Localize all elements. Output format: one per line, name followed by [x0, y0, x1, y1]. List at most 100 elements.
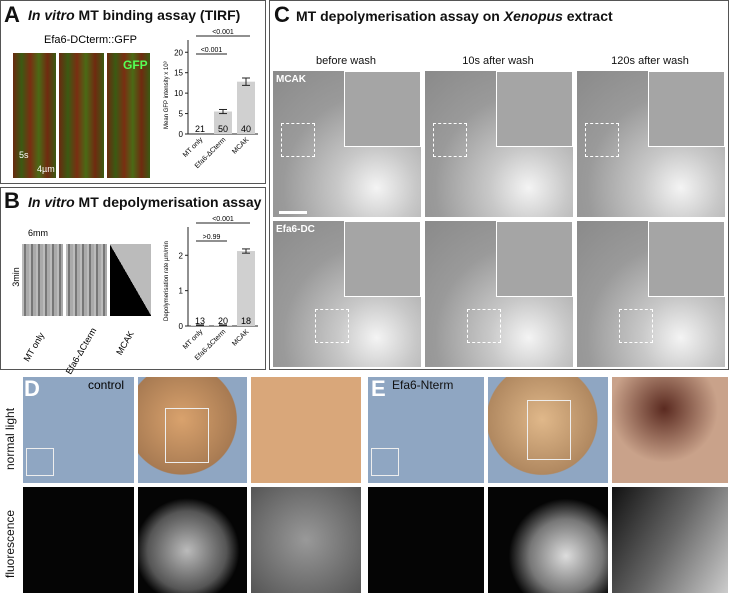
d-light-3	[250, 376, 362, 484]
kymograph-b2	[66, 244, 107, 316]
dashed-roi	[467, 309, 501, 343]
inset-zoom	[496, 221, 573, 297]
inset-zoom	[344, 221, 421, 297]
row-normal-light: normal light	[3, 407, 17, 470]
inset-zoom	[648, 221, 725, 297]
bar	[237, 81, 255, 134]
kymograph-a3	[107, 53, 150, 178]
dashed-roi	[619, 309, 653, 343]
em-image	[424, 70, 574, 218]
time-scale-a: 5s	[19, 150, 29, 160]
n-label: 20	[218, 316, 228, 326]
em-image	[272, 70, 422, 218]
col-10s: 10s after wash	[462, 55, 534, 67]
y-tick-label: 0	[179, 130, 184, 139]
x-tick-label: MT only	[182, 328, 205, 351]
em-image	[576, 70, 726, 218]
scale-bar-c	[279, 211, 307, 214]
em-image	[272, 220, 422, 368]
e-condition: Efa6-Nterm	[392, 378, 454, 392]
row-mcak: MCAK	[276, 74, 306, 85]
title-italic: In vitro	[28, 7, 75, 23]
col-before: before wash	[316, 55, 376, 67]
y-axis-label: Mean GFP intensity x 10³	[164, 61, 170, 129]
p-value-label: <0.001	[212, 29, 234, 36]
d-box	[26, 448, 54, 476]
kymo-label: Efa6-DCterm::GFP	[44, 34, 137, 46]
gfp-label: GFP	[123, 58, 148, 72]
kymograph-b1	[22, 244, 63, 316]
panel-c-title: MT depolymerisation assay on Xenopus ext…	[296, 8, 613, 24]
chart-a: 0 5 10 15 20 Mean GFP intensity x 10³ 21 MT onl…	[164, 29, 258, 170]
title-rest: MT depolymerisation assay on	[296, 8, 504, 24]
n-label: 50	[218, 124, 228, 134]
x-tick-label: MCAK	[231, 136, 250, 155]
row-fluorescence: fluorescence	[3, 509, 17, 578]
y-tick-label: 1	[179, 287, 184, 296]
x-tick-label: MCAK	[231, 328, 250, 347]
title-end: extract	[562, 8, 613, 24]
bar	[214, 111, 232, 134]
panel-e-letter: E	[371, 376, 386, 401]
e-box-2	[527, 400, 571, 460]
kymograph-a2	[59, 53, 104, 178]
p-value-label: <0.001	[201, 47, 223, 54]
n-label: 18	[241, 316, 251, 326]
title-rest: MT binding assay (TIRF)	[74, 7, 241, 23]
e-fluo-2	[487, 486, 609, 594]
panel-a-letter: A	[4, 2, 20, 27]
d-light-2	[137, 376, 248, 484]
row-efa6dc: Efa6-DC	[276, 224, 315, 235]
n-label: 40	[241, 124, 251, 134]
length-scale-b: 6mm	[28, 228, 48, 238]
dashed-roi	[281, 123, 315, 157]
d-fluo-3	[250, 486, 362, 594]
n-label: 13	[195, 316, 205, 326]
p-value-label: <0.001	[212, 216, 234, 223]
p-value-label: >0.99	[203, 234, 221, 241]
panel-c-letter: C	[274, 2, 290, 27]
title-italic: Xenopus	[503, 8, 563, 24]
dashed-roi	[315, 309, 349, 343]
inset-zoom	[648, 71, 725, 147]
inset-zoom	[496, 71, 573, 147]
e-fluo-1	[367, 486, 485, 594]
kymograph-b3	[110, 244, 151, 316]
y-tick-label: 10	[174, 89, 183, 98]
kymograph-a1	[13, 53, 56, 178]
x-tick-label: MT only	[182, 136, 205, 159]
panel-a-title: In vitro MT binding assay (TIRF)	[28, 7, 240, 23]
col-120s: 120s after wash	[611, 55, 689, 67]
e-box	[371, 448, 399, 476]
n-label: 21	[195, 124, 205, 134]
panel-a	[0, 0, 266, 184]
bar	[237, 251, 255, 326]
title-italic: In vitro	[28, 194, 75, 210]
dashed-roi	[585, 123, 619, 157]
e-light-3	[611, 376, 729, 484]
inset-zoom	[344, 71, 421, 147]
e-light-2	[487, 376, 609, 484]
panel-b-letter: B	[4, 188, 20, 213]
d-condition: control	[88, 378, 125, 392]
length-scale-a: 4µm	[37, 164, 55, 174]
y-axis-label: Depolymerisation rate µm/min	[164, 241, 170, 321]
panel-d-letter: D	[24, 376, 40, 401]
em-image	[424, 220, 574, 368]
e-fluo-3	[611, 486, 729, 594]
time-scale-b: 3min	[10, 267, 21, 287]
y-tick-label: 5	[179, 110, 184, 119]
y-tick-label: 15	[174, 69, 183, 78]
title-rest: MT depolymerisation assay	[74, 194, 262, 210]
y-tick-label: 2	[179, 251, 184, 260]
chart-b: 0 1 2 Depolymerisation rate µm/min 13 MT only…	[164, 216, 258, 362]
d-light-1	[22, 376, 135, 484]
d-fluo-2	[137, 486, 248, 594]
dashed-roi	[433, 123, 467, 157]
e-light-1	[367, 376, 485, 484]
panel-b-title: In vitro MT depolymerisation assay	[28, 194, 261, 210]
y-tick-label: 0	[179, 322, 184, 331]
em-image	[576, 220, 726, 368]
d-box-2	[165, 408, 209, 463]
y-tick-label: 20	[174, 48, 183, 57]
